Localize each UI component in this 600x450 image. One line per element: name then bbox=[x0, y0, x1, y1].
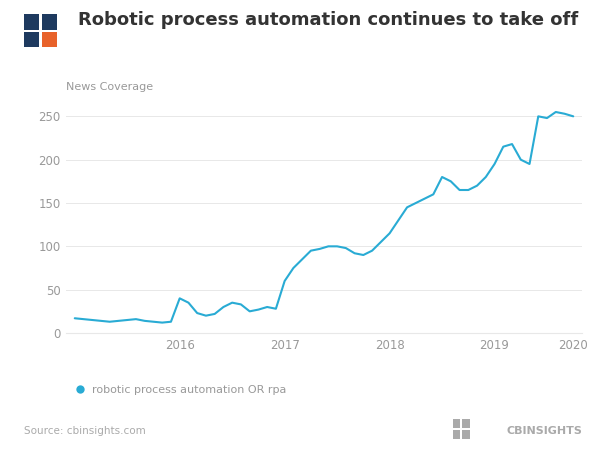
Bar bbox=[43, 32, 57, 47]
Bar bbox=[463, 418, 470, 428]
Bar bbox=[24, 32, 38, 47]
Text: News Coverage: News Coverage bbox=[66, 82, 153, 92]
Legend: robotic process automation OR rpa: robotic process automation OR rpa bbox=[71, 381, 290, 400]
Text: Source: cbinsights.com: Source: cbinsights.com bbox=[24, 427, 146, 436]
Bar bbox=[24, 14, 38, 30]
Bar bbox=[453, 430, 460, 439]
Text: CBINSIGHTS: CBINSIGHTS bbox=[506, 427, 582, 436]
Text: Robotic process automation continues to take off: Robotic process automation continues to … bbox=[78, 11, 578, 29]
Bar bbox=[43, 14, 57, 30]
Bar bbox=[463, 430, 470, 439]
Bar bbox=[453, 418, 460, 428]
